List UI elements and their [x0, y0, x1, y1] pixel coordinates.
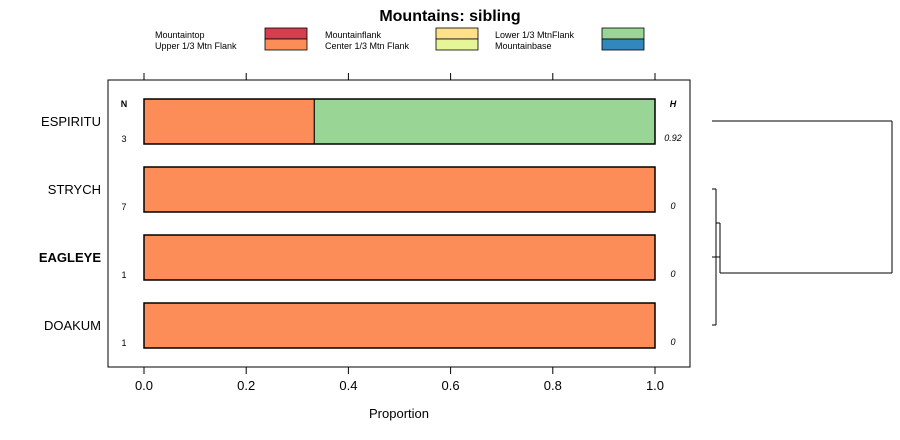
x-tick-label: 1.0 [646, 378, 664, 393]
legend-swatch [601, 38, 645, 51]
category-label: ESPIRITU [41, 114, 101, 129]
x-tick-label: 0.6 [442, 378, 460, 393]
bars [143, 98, 656, 349]
legend-swatch [435, 38, 479, 51]
legend-swatch [435, 27, 479, 40]
bar-segment [143, 166, 656, 213]
h-value: 0 [670, 337, 675, 347]
x-axis: 0.0 0.2 0.4 0.6 0.8 1.0 Proportion [135, 73, 664, 421]
legend-label: Lower 1/3 MtnFlank [495, 30, 575, 40]
x-tick-label: 0.2 [237, 378, 255, 393]
category-label: DOAKUM [44, 318, 101, 333]
n-value: 3 [121, 134, 126, 144]
bar-outline [143, 302, 656, 349]
legend-label: Mountainflank [325, 30, 382, 40]
legend-label: Center 1/3 Mtn Flank [325, 41, 410, 51]
h-header: H [670, 99, 677, 109]
bar-outline [143, 166, 656, 213]
x-axis-title: Proportion [369, 406, 429, 421]
legend-label: Mountaintop [155, 30, 205, 40]
row-labels: ESPIRITU 3 0.92 STRYCH 7 0 EAGLEYE 1 0 DOAKUM 1 0 N H [39, 99, 682, 348]
category-label: EAGLEYE [39, 250, 101, 265]
n-value: 1 [121, 270, 126, 280]
bar-segment [313, 98, 656, 145]
plot-frame [107, 79, 691, 368]
h-value: 0 [670, 269, 675, 279]
bar-segment [143, 302, 656, 349]
legend-label: Mountainbase [495, 41, 552, 51]
bar-segment [143, 234, 656, 281]
legend-swatch [601, 27, 645, 40]
dendrogram [712, 120, 893, 326]
h-value: 0.92 [664, 133, 682, 143]
bar-segment [143, 98, 315, 145]
bar-outline [143, 98, 656, 145]
category-label: STRYCH [48, 182, 101, 197]
legend-label: Upper 1/3 Mtn Flank [155, 41, 237, 51]
x-tick-label: 0.0 [135, 378, 153, 393]
x-tick-label: 0.8 [544, 378, 562, 393]
n-header: N [121, 99, 128, 109]
chart-title: Mountains: sibling [379, 8, 520, 25]
x-tick-label: 0.4 [339, 378, 357, 393]
h-value: 0 [670, 201, 675, 211]
n-value: 1 [121, 338, 126, 348]
legend-swatch [264, 27, 308, 40]
n-value: 7 [121, 202, 126, 212]
bar-outline [143, 234, 656, 281]
legend-swatch [264, 38, 308, 51]
